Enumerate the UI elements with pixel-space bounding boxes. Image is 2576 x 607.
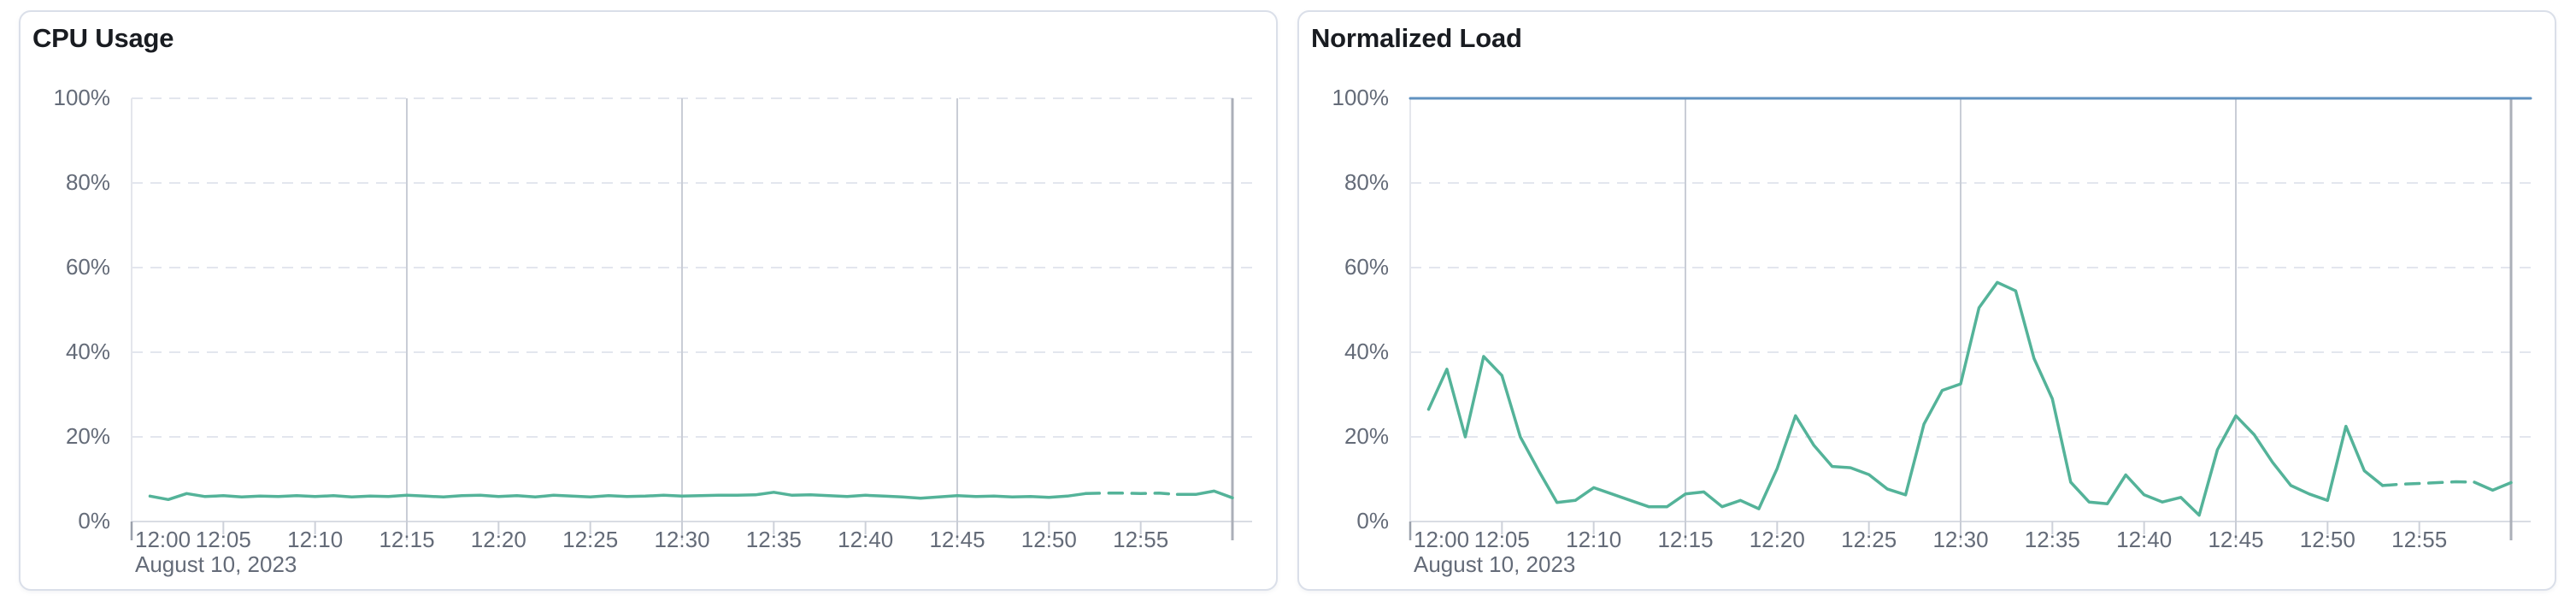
x-axis-label-12:50: 12:50 bbox=[2299, 527, 2355, 552]
y-axis-label-60%: 60% bbox=[1344, 254, 1389, 280]
plot-svg bbox=[1409, 97, 2532, 540]
x-axis-date-label: August 10, 2023 bbox=[135, 551, 297, 577]
x-axis-label-12:55: 12:55 bbox=[1113, 527, 1169, 552]
y-axis-label-80%: 80% bbox=[1344, 169, 1389, 196]
x-axis-label-12:10: 12:10 bbox=[287, 527, 344, 552]
plot-svg bbox=[130, 97, 1252, 540]
y-axis-label-60%: 60% bbox=[65, 254, 110, 280]
x-axis-label-12:45: 12:45 bbox=[2208, 527, 2264, 552]
x-axis-label-12:20: 12:20 bbox=[470, 527, 526, 552]
y-axis-label-20%: 20% bbox=[1344, 423, 1389, 450]
x-axis-label-12:50: 12:50 bbox=[1020, 527, 1077, 552]
x-axis-label-12:25: 12:25 bbox=[1841, 527, 1897, 552]
x-axis-label-12:15: 12:15 bbox=[379, 527, 435, 552]
x-axis-label-12:35: 12:35 bbox=[2024, 527, 2080, 552]
x-axis-label-12:45: 12:45 bbox=[929, 527, 985, 552]
x-axis-label-12:25: 12:25 bbox=[562, 527, 619, 552]
normalized-load-line-solid[interactable] bbox=[1426, 280, 2385, 517]
cpu-usage-title: CPU Usage bbox=[32, 23, 174, 53]
x-axis-label-12:05: 12:05 bbox=[1473, 527, 1530, 552]
x-axis-label-12:30: 12:30 bbox=[654, 527, 710, 552]
x-axis-label-12:20: 12:20 bbox=[1749, 527, 1805, 552]
normalized-load-line-partial[interactable] bbox=[2380, 480, 2476, 487]
normalized-load-chart[interactable]: 0% 20% 40% 60% 80% 100% 12:00 12:05 12:10 12:15 12… bbox=[1299, 12, 2555, 589]
x-axis-label-12:15: 12:15 bbox=[1657, 527, 1714, 552]
cpu-usage-line-partial[interactable] bbox=[1084, 492, 1179, 497]
y-axis-label-80%: 80% bbox=[65, 169, 110, 196]
x-axis-label-12:00: 12:00 bbox=[135, 527, 191, 552]
x-axis-label-12:35: 12:35 bbox=[745, 527, 802, 552]
x-axis-label-12:30: 12:30 bbox=[1932, 527, 1989, 552]
y-axis-label-100%: 100% bbox=[1332, 85, 1390, 111]
normalized-load-panel: Normalized Load 0% 20% 40% 60% 80% 100% 12:00 1… bbox=[1297, 10, 2556, 591]
x-axis-label-12:40: 12:40 bbox=[2116, 527, 2173, 552]
y-axis-label-100%: 100% bbox=[53, 85, 111, 111]
cpu-usage-panel: CPU Usage 0% 20% 40% 60% 80% 100% 12:00 12:05 12… bbox=[19, 10, 1278, 591]
cpu-usage-line-solid-tail[interactable] bbox=[1175, 489, 1234, 500]
y-axis-label-40%: 40% bbox=[65, 339, 110, 365]
x-axis-label-12:05: 12:05 bbox=[195, 527, 251, 552]
y-axis-label-0%: 0% bbox=[1356, 508, 1389, 534]
cpu-usage-chart[interactable]: 0% 20% 40% 60% 80% 100% 12:00 12:05 12:10 12:15 12… bbox=[21, 12, 1276, 589]
y-axis-label-0%: 0% bbox=[78, 508, 110, 534]
normalized-load-line-solid-tail[interactable] bbox=[2473, 480, 2513, 492]
x-axis-label-12:00: 12:00 bbox=[1414, 527, 1470, 552]
x-axis-label-12:55: 12:55 bbox=[2391, 527, 2448, 552]
x-axis-label-12:10: 12:10 bbox=[1566, 527, 1622, 552]
y-axis-label-20%: 20% bbox=[65, 423, 110, 450]
y-axis-label-40%: 40% bbox=[1344, 339, 1389, 365]
normalized-load-title: Normalized Load bbox=[1311, 23, 1522, 53]
x-axis-date-label: August 10, 2023 bbox=[1414, 551, 1576, 577]
x-axis-label-12:40: 12:40 bbox=[838, 527, 894, 552]
cpu-usage-line-solid[interactable] bbox=[148, 491, 1088, 502]
